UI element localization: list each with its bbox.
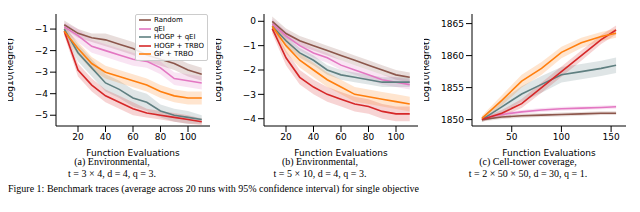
svg-text:−2: −2 — [243, 65, 256, 75]
html-text:(a) Environmental,: (a) Environmental, — [74, 156, 150, 167]
svg-text:100: 100 — [387, 132, 404, 142]
svg-text:20: 20 — [72, 132, 84, 142]
html-text:Random: Random — [153, 16, 183, 24]
svg-text:−4: −4 — [35, 89, 49, 99]
svg-text:100: 100 — [553, 132, 570, 142]
svg-text:1850: 1850 — [441, 115, 464, 125]
html-text:t = 2 × 50 × 50, d = 30, q = 1: t = 2 × 50 × 50, d = 30, q = 1. — [468, 168, 588, 179]
svg-text:60: 60 — [335, 132, 347, 142]
html-text:t = 3 × 4, d = 4, q = 3.: t = 3 × 4, d = 4, q = 3. — [68, 168, 156, 179]
html-text:Figure 1: Benchmark traces (av: Figure 1: Benchmark traces (average acro… — [8, 183, 419, 194]
svg-text:Function Evaluations: Function Evaluations — [502, 148, 596, 156]
svg-text:0: 0 — [250, 16, 256, 26]
svg-text:40: 40 — [308, 132, 320, 142]
html-text:HOGP + TRBO: HOGP + TRBO — [153, 41, 204, 50]
svg-text:−3: −3 — [243, 90, 256, 100]
html-text:HOGP + qEI: HOGP + qEI — [153, 33, 196, 41]
svg-text:−2: −2 — [35, 46, 48, 56]
svg-text:80: 80 — [155, 132, 167, 142]
svg-text:Function Evaluations: Function Evaluations — [294, 148, 388, 156]
svg-text:−1: −1 — [243, 41, 256, 51]
svg-text:80: 80 — [363, 132, 375, 142]
svg-text:−5: −5 — [35, 110, 48, 120]
svg-text:20: 20 — [280, 132, 292, 142]
svg-text:150: 150 — [603, 132, 620, 142]
svg-text:Log10(Regret): Log10(Regret) — [424, 38, 431, 102]
svg-text:Log10(Regret): Log10(Regret) — [8, 38, 15, 102]
svg-text:50: 50 — [506, 132, 518, 142]
svg-text:40: 40 — [100, 132, 112, 142]
html-text:t = 5 × 10, d = 4, q = 3.: t = 5 × 10, d = 4, q = 3. — [273, 168, 367, 179]
html-text:qEI: qEI — [153, 24, 165, 33]
svg-text:Log10(Regret): Log10(Regret) — [216, 38, 223, 102]
svg-text:Function Evaluations: Function Evaluations — [86, 148, 180, 156]
html-text:(b) Environmental,: (b) Environmental, — [282, 156, 358, 167]
html-text:(c) Cell-tower coverage,: (c) Cell-tower coverage, — [479, 156, 577, 167]
svg-text:100: 100 — [179, 132, 196, 142]
svg-text:1865: 1865 — [441, 19, 464, 29]
svg-text:−3: −3 — [35, 67, 48, 77]
html-text:GP + TRBO: GP + TRBO — [153, 50, 194, 58]
svg-text:1855: 1855 — [441, 83, 464, 93]
svg-text:60: 60 — [127, 132, 139, 142]
svg-text:−1: −1 — [35, 24, 48, 34]
svg-text:−4: −4 — [243, 114, 257, 124]
svg-text:1860: 1860 — [441, 51, 464, 61]
